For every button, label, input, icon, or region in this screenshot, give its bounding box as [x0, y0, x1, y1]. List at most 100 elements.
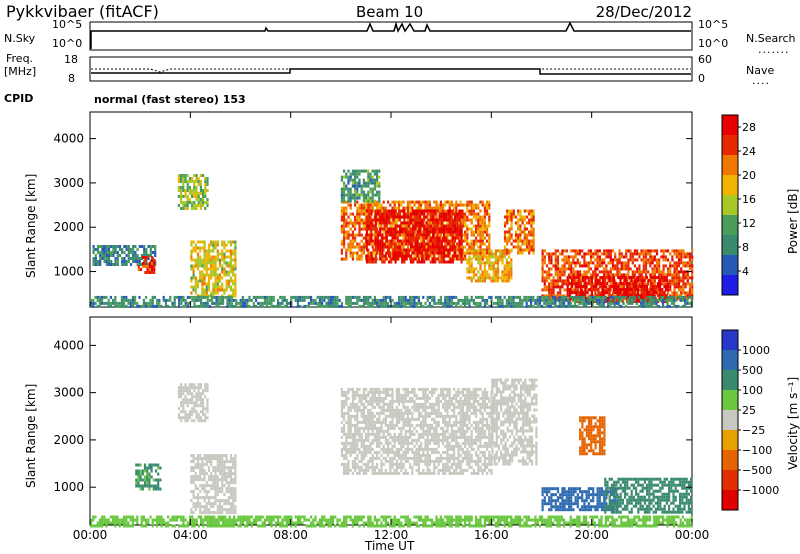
heatmap-cell — [368, 209, 371, 213]
heatmap-cell — [558, 295, 561, 299]
heatmap-cell — [505, 273, 508, 277]
heatmap-cell — [223, 466, 226, 470]
heatmap-cell — [459, 200, 462, 204]
heatmap-cell — [648, 279, 651, 282]
heatmap-cell — [392, 209, 395, 213]
heatmap-cell — [201, 279, 204, 283]
heatmap-cell — [365, 301, 368, 305]
heatmap-cell — [148, 463, 151, 467]
heatmap-cell — [358, 193, 361, 197]
heatmap-cell — [525, 301, 528, 305]
heatmap-cell — [210, 255, 213, 259]
heatmap-cell — [365, 221, 369, 225]
heatmap-cell — [488, 218, 491, 222]
heatmap-cell — [464, 245, 467, 249]
heatmap-cell — [631, 258, 634, 262]
heatmap-cell — [196, 475, 200, 479]
heatmap-cell — [109, 304, 112, 308]
heatmap-cell — [182, 189, 185, 192]
heatmap-cell — [669, 264, 672, 268]
heatmap-cell — [201, 505, 204, 509]
heatmap-cell — [194, 466, 197, 470]
heatmap-cell — [581, 288, 584, 292]
heatmap-cell — [494, 249, 497, 253]
heatmap-cell — [390, 230, 393, 234]
heatmap-cell — [453, 209, 456, 213]
heatmap-cell — [219, 295, 222, 299]
heatmap-cell — [374, 248, 377, 252]
heatmap-cell — [255, 304, 258, 308]
heatmap-cell — [221, 472, 224, 476]
heatmap-cell — [638, 288, 641, 292]
heatmap-cell — [654, 288, 657, 291]
heatmap-cell — [525, 298, 528, 302]
heatmap-cell — [519, 236, 522, 240]
heatmap-cell — [634, 279, 637, 282]
heatmap-cell — [528, 239, 531, 243]
heatmap-cell — [351, 193, 354, 197]
heatmap-cell — [519, 227, 522, 231]
heatmap-cell — [606, 276, 609, 279]
heatmap-cell — [532, 295, 535, 299]
heatmap-cell — [565, 304, 568, 308]
heatmap-cell — [197, 398, 200, 402]
heatmap-cell — [127, 254, 130, 257]
heatmap-cell — [200, 304, 203, 308]
heatmap-cell — [649, 273, 652, 277]
heatmap-cell — [195, 413, 198, 417]
heatmap-cell — [423, 224, 426, 228]
heatmap-cell — [508, 230, 511, 234]
heatmap-cell — [449, 215, 452, 219]
heatmap-cell — [294, 298, 297, 302]
heatmap-cell — [416, 209, 419, 213]
heatmap-cell — [456, 212, 459, 216]
heatmap-cell — [686, 294, 689, 298]
heatmap-cell — [411, 242, 414, 246]
heatmap-cell — [415, 295, 418, 299]
heatmap-cell — [218, 502, 222, 506]
heatmap-cell — [134, 254, 137, 257]
heatmap-cell — [442, 245, 446, 249]
heatmap-cell — [459, 304, 462, 308]
heatmap-cell — [358, 227, 361, 231]
heatmap-cell — [508, 298, 511, 302]
heatmap-cell — [429, 251, 432, 255]
heatmap-cell — [347, 175, 350, 179]
heatmap-cell — [628, 294, 631, 297]
heatmap-cell — [218, 261, 222, 265]
heatmap-cell — [358, 203, 361, 207]
heatmap-cell — [447, 212, 450, 216]
heatmap-cell — [492, 267, 495, 271]
heatmap-cell — [294, 295, 297, 299]
heatmap-cell — [423, 212, 426, 216]
heatmap-cell — [461, 248, 464, 252]
heatmap-cell — [116, 263, 119, 266]
heatmap-cell — [451, 257, 454, 261]
heatmap-cell — [510, 267, 513, 271]
heatmap-cell — [225, 511, 228, 515]
heatmap-cell — [230, 301, 233, 305]
heatmap-cell — [216, 469, 219, 473]
heatmap-cell — [586, 282, 589, 285]
heatmap-cell — [378, 199, 381, 203]
heatmap-cell — [382, 295, 385, 299]
heatmap-cell — [370, 230, 373, 234]
heatmap-cell — [436, 221, 439, 225]
heatmap-cell — [516, 304, 519, 308]
heatmap-cell — [323, 298, 326, 302]
heatmap-cell — [212, 511, 215, 515]
heatmap-cell — [677, 304, 680, 308]
heatmap-cell — [556, 279, 560, 283]
heatmap-cell — [584, 282, 587, 285]
heatmap-cell — [222, 295, 225, 299]
heatmap-cell — [558, 301, 561, 305]
heatmap-cell — [633, 264, 637, 268]
heatmap-cell — [412, 260, 415, 264]
heatmap-cell — [204, 301, 207, 305]
heatmap-cell — [655, 267, 659, 271]
heatmap-cell — [519, 298, 522, 302]
heatmap-cell — [390, 209, 393, 213]
heatmap-cell — [414, 218, 417, 222]
heatmap-cell — [446, 298, 449, 302]
heatmap-cell — [457, 254, 460, 258]
